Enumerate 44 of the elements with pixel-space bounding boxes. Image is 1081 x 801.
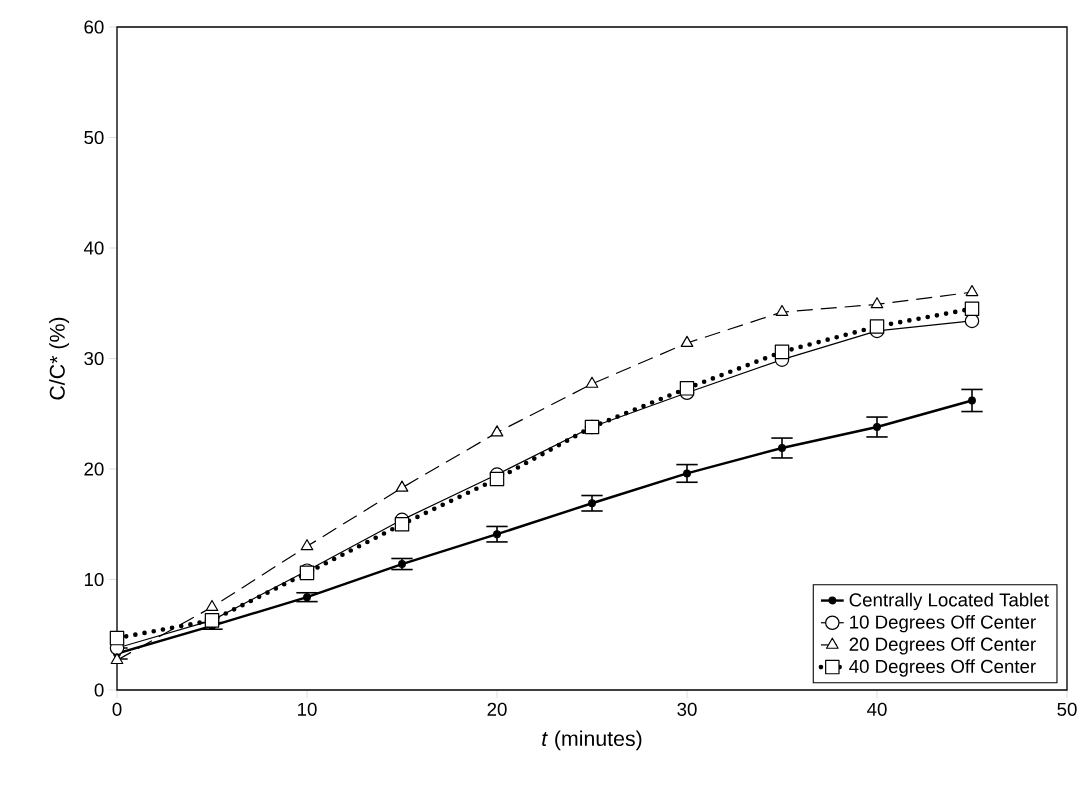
point bbox=[683, 469, 691, 478]
point bbox=[679, 381, 695, 396]
point bbox=[493, 530, 501, 539]
y-tick-label: 40 bbox=[83, 241, 104, 255]
x-axis-title: t (minutes) bbox=[542, 730, 642, 751]
point bbox=[869, 319, 885, 334]
y-tick-label: 30 bbox=[84, 351, 104, 366]
point bbox=[395, 480, 409, 492]
point bbox=[778, 444, 786, 452]
legend-label: 10 Degrees Off Center bbox=[850, 614, 1036, 633]
y-tick-label: 0 bbox=[94, 683, 104, 697]
point bbox=[870, 297, 884, 309]
x-tick-label: 0 bbox=[112, 702, 122, 716]
point bbox=[584, 419, 600, 435]
point bbox=[968, 396, 976, 405]
y-tick-label: 20 bbox=[84, 462, 104, 476]
point bbox=[300, 539, 314, 551]
y-tick-label: 60 bbox=[84, 20, 104, 34]
point bbox=[680, 335, 694, 347]
point bbox=[490, 425, 504, 437]
point bbox=[964, 301, 980, 317]
y-axis-title: C/C* (%) bbox=[49, 317, 70, 400]
legend-label: Centrally Located Tablet bbox=[849, 592, 1049, 611]
point bbox=[588, 499, 596, 508]
x-tick-label: 20 bbox=[487, 702, 507, 716]
point bbox=[205, 599, 219, 612]
point bbox=[775, 304, 789, 317]
point bbox=[873, 423, 881, 431]
y-tick-label: 10 bbox=[84, 572, 104, 587]
point bbox=[110, 652, 124, 665]
point bbox=[965, 284, 979, 297]
x-tick-label: 30 bbox=[677, 702, 697, 716]
point bbox=[585, 376, 599, 388]
point bbox=[774, 344, 790, 360]
legend-label: 20 Degrees Off Center bbox=[849, 637, 1036, 655]
x-tick-label: 10 bbox=[298, 702, 317, 716]
point bbox=[489, 471, 505, 487]
legend-label: 40 Degrees Off Center bbox=[849, 659, 1036, 677]
point bbox=[204, 613, 220, 628]
x-tick-label: 40 bbox=[867, 702, 887, 716]
x-tick-label: 50 bbox=[1057, 702, 1077, 716]
point bbox=[109, 630, 125, 646]
point bbox=[394, 516, 410, 532]
y-tick-label: 50 bbox=[84, 130, 104, 145]
